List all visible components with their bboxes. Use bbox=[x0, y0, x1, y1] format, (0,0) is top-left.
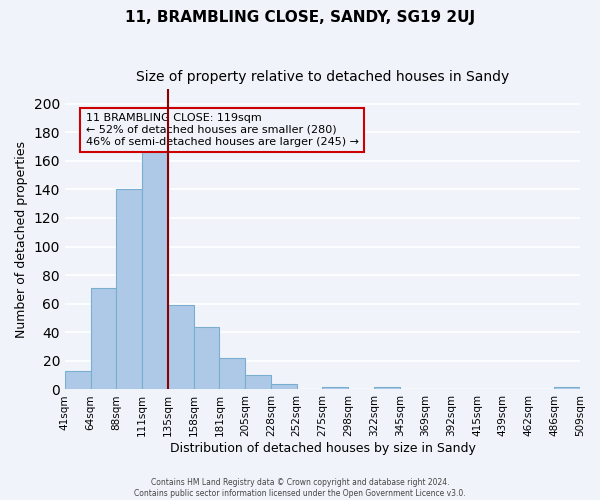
Bar bbox=[271, 384, 297, 390]
Bar bbox=[142, 151, 168, 390]
Bar bbox=[374, 386, 400, 390]
Bar bbox=[322, 386, 348, 390]
Bar bbox=[554, 386, 580, 390]
Bar bbox=[91, 288, 116, 390]
Bar bbox=[116, 190, 142, 390]
Text: 11 BRAMBLING CLOSE: 119sqm
← 52% of detached houses are smaller (280)
46% of sem: 11 BRAMBLING CLOSE: 119sqm ← 52% of deta… bbox=[86, 114, 359, 146]
Bar bbox=[245, 375, 271, 390]
X-axis label: Distribution of detached houses by size in Sandy: Distribution of detached houses by size … bbox=[170, 442, 475, 455]
Bar bbox=[168, 305, 194, 390]
Text: Contains HM Land Registry data © Crown copyright and database right 2024.
Contai: Contains HM Land Registry data © Crown c… bbox=[134, 478, 466, 498]
Title: Size of property relative to detached houses in Sandy: Size of property relative to detached ho… bbox=[136, 70, 509, 84]
Y-axis label: Number of detached properties: Number of detached properties bbox=[15, 141, 28, 338]
Bar bbox=[220, 358, 245, 390]
Text: 11, BRAMBLING CLOSE, SANDY, SG19 2UJ: 11, BRAMBLING CLOSE, SANDY, SG19 2UJ bbox=[125, 10, 475, 25]
Bar bbox=[65, 371, 91, 390]
Bar bbox=[194, 326, 220, 390]
